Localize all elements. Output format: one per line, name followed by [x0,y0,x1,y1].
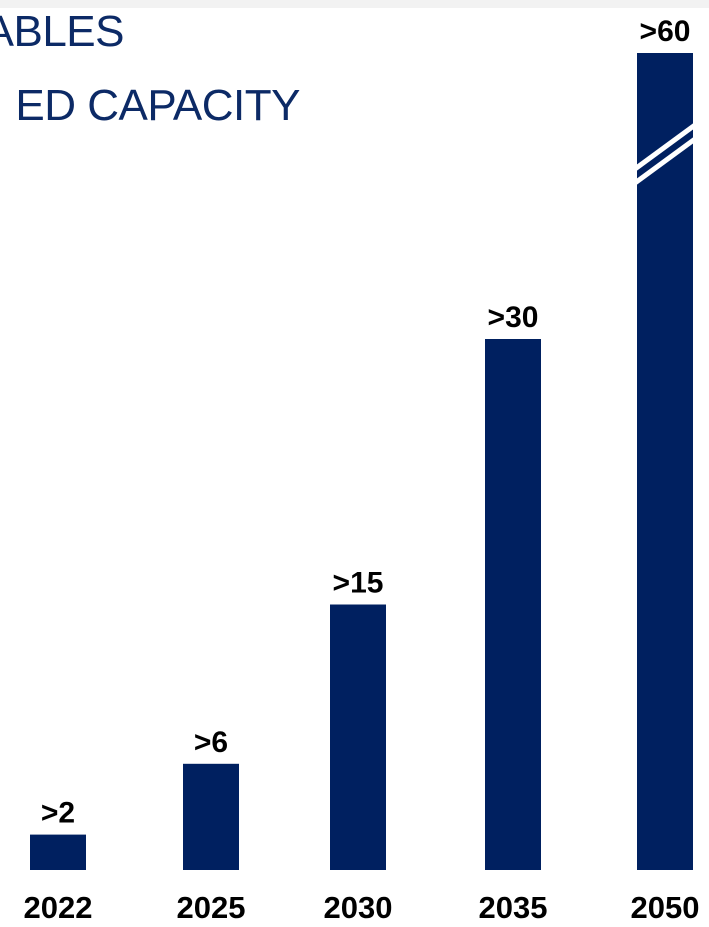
chart-title-line-2: ED CAPACITY [15,81,300,130]
data-label-2025: >6 [194,726,228,759]
x-tick-label-2035: 2035 [479,890,548,925]
bar-2050 [637,53,693,870]
data-label-2050: >60 [640,15,691,48]
x-tick-label-2022: 2022 [24,890,93,925]
x-tick-label-2025: 2025 [177,890,246,925]
bar-2035 [485,339,541,870]
top-strip [0,0,709,8]
bar-2030 [330,604,386,870]
axis-break-mark-2 [633,136,697,186]
x-tick-label-2050: 2050 [631,890,700,925]
x-tick-label-2030: 2030 [324,890,393,925]
data-label-2035: >30 [488,301,539,334]
bar-2022 [30,834,86,870]
axis-break-mark-1 [633,122,697,172]
data-label-2022: >2 [41,797,75,830]
chart-title-line-1: ABLES [0,7,125,56]
bar-2025 [183,763,239,870]
data-label-2030: >15 [333,567,384,600]
